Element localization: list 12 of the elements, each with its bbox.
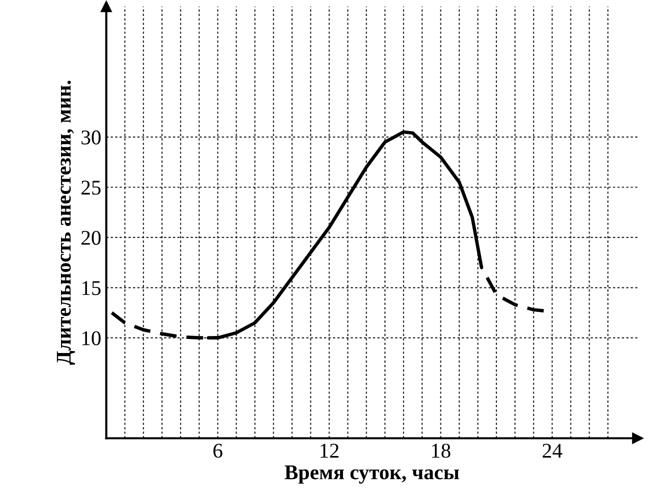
y-tick-label: 25	[81, 180, 101, 195]
y-tick-label: 15	[82, 281, 101, 296]
x-tick-label: 24	[542, 444, 562, 458]
y-axis-title: Длительность анестезии, мин.	[56, 80, 76, 365]
y-tick-label: 20	[81, 230, 101, 245]
line-series	[206, 130, 484, 340]
y-tick-label: 10	[82, 331, 101, 346]
x-tick-label: 12	[320, 444, 338, 458]
x-tick-label: 6	[213, 444, 222, 458]
x-axis-title: Время суток, часы	[284, 466, 460, 484]
x-tick-label: 18	[432, 444, 450, 458]
y-tick-label: 30	[82, 130, 101, 144]
